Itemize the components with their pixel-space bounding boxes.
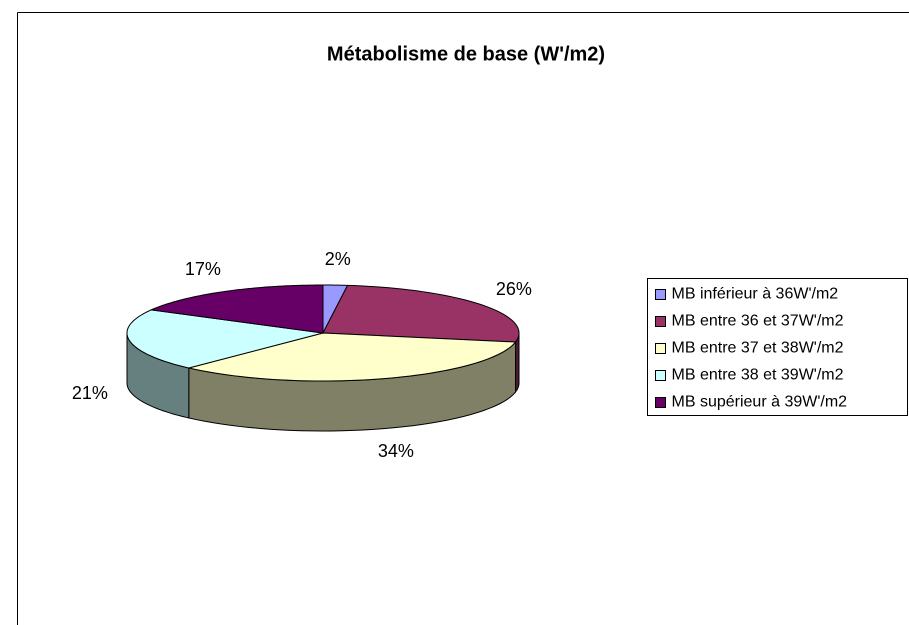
legend-swatch [655,370,666,381]
pie-slice [322,284,520,343]
legend-box [647,278,908,416]
data-label: 26% [496,279,532,299]
data-label: 34% [378,441,414,461]
data-label: 17% [185,259,221,279]
data-label: 21% [72,383,108,403]
chart-title: Métabolisme de base (W'/m2) [327,43,605,65]
legend-label: MB inférieur à 36W'/m2 [672,286,839,303]
legend-swatch [655,397,666,408]
legend-label: MB entre 37 et 38W'/m2 [672,340,844,357]
legend-swatch [655,316,666,327]
legend-swatch [655,343,666,354]
pie-slice [126,309,324,369]
pie-slice [188,332,517,382]
pie-slice [149,284,324,334]
legend-label: MB entre 36 et 37W'/m2 [672,313,844,330]
data-label: 2% [325,249,351,269]
legend-swatch [655,289,666,300]
legend-label: MB entre 38 et 39W'/m2 [672,367,844,384]
legend-label: MB supérieur à 39W'/m2 [672,394,848,411]
